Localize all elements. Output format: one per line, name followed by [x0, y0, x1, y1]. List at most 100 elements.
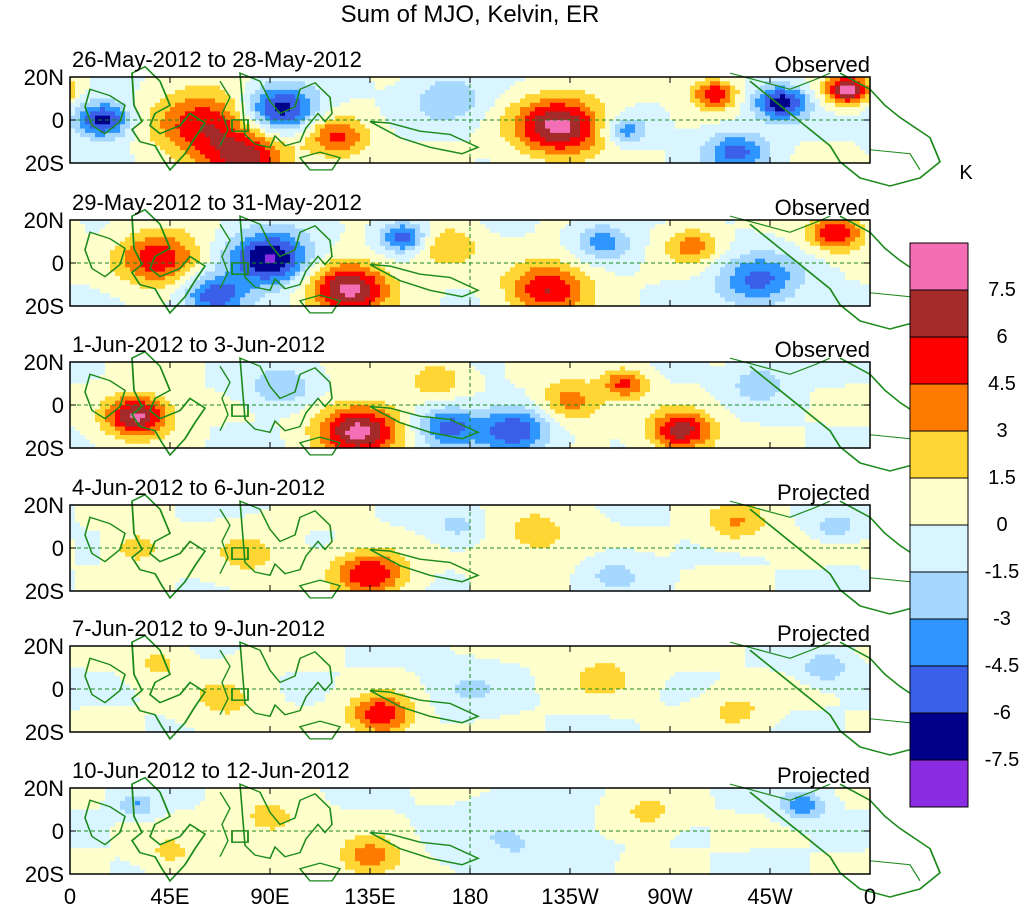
heat-cell — [80, 145, 86, 151]
heat-cell — [700, 102, 706, 108]
heat-cell — [245, 111, 251, 117]
heat-cell — [405, 111, 411, 117]
heat-cell — [740, 128, 746, 134]
heat-cell — [505, 77, 511, 82]
heat-cell — [405, 128, 411, 134]
heat-cell — [735, 220, 741, 225]
heat-cell — [470, 94, 476, 100]
heat-cell — [245, 220, 251, 225]
heat-cell — [455, 250, 461, 255]
heat-cell — [560, 237, 566, 243]
heat-cell — [405, 102, 411, 108]
heat-cell — [515, 89, 521, 95]
heat-cell — [605, 128, 611, 134]
heat-cell — [625, 250, 631, 255]
heat-cell — [475, 154, 481, 160]
heat-cell — [155, 224, 161, 230]
heat-cell — [550, 128, 556, 134]
heat-cell — [530, 124, 536, 130]
heat-cell — [430, 258, 436, 264]
heat-cell — [295, 107, 301, 112]
heat-cell — [600, 132, 606, 138]
heat-cell — [175, 85, 181, 91]
heat-cell — [460, 263, 466, 268]
heat-cell — [340, 150, 346, 155]
heat-cell — [715, 263, 721, 268]
heat-cell — [170, 128, 176, 134]
heat-cell — [635, 254, 641, 260]
heat-cell — [395, 250, 401, 255]
heat-cell — [765, 250, 771, 255]
heat-cell — [650, 232, 656, 238]
heat-cell — [185, 141, 191, 147]
heat-cell — [540, 237, 546, 243]
heat-cell — [615, 154, 621, 160]
heat-cell — [355, 98, 361, 104]
heat-cell — [740, 132, 746, 138]
heat-cell — [555, 102, 561, 108]
heat-cell — [325, 241, 331, 247]
heat-cell — [475, 81, 481, 87]
heat-cell — [420, 81, 426, 87]
heat-cell — [570, 111, 576, 117]
heat-cell — [210, 232, 216, 238]
heat-cell — [820, 111, 826, 117]
heat-cell — [85, 77, 91, 82]
heat-cell — [570, 98, 576, 104]
heat-cell — [655, 250, 661, 255]
heat-cell — [620, 107, 626, 112]
heat-cell — [840, 85, 846, 91]
heat-cell — [335, 224, 341, 230]
heat-cell — [660, 89, 666, 95]
heat-cell — [120, 115, 126, 121]
heat-cell — [675, 120, 681, 125]
heat-cell — [220, 150, 226, 155]
heat-cell — [380, 85, 386, 91]
heat-cell — [330, 77, 336, 82]
heat-cell — [770, 137, 776, 143]
heat-cell — [605, 220, 611, 225]
heat-cell — [195, 102, 201, 108]
heat-cell — [75, 220, 81, 225]
heat-cell — [770, 107, 776, 112]
heat-cell — [345, 245, 351, 251]
heat-cell — [705, 232, 711, 238]
heat-cell — [450, 224, 456, 230]
heat-cell — [630, 232, 636, 238]
heat-cell — [520, 258, 526, 264]
heat-cell — [110, 254, 116, 260]
heat-cell — [730, 158, 736, 164]
heat-cell — [375, 241, 381, 247]
heat-cell — [485, 232, 491, 238]
heat-cell — [445, 85, 451, 91]
heat-cell — [710, 241, 716, 247]
heat-cell — [120, 232, 126, 238]
heat-cell — [420, 141, 426, 147]
heat-cell — [550, 254, 556, 260]
heat-cell — [430, 102, 436, 108]
heat-cell — [315, 224, 321, 230]
heat-cell — [425, 258, 431, 264]
heat-cell — [215, 115, 221, 121]
heat-cell — [850, 107, 856, 112]
heat-cell — [705, 258, 711, 264]
heat-cell — [640, 232, 646, 238]
heat-cell — [575, 85, 581, 91]
heat-cell — [610, 128, 616, 134]
heat-cell — [125, 98, 131, 104]
heat-cell — [465, 132, 471, 138]
heat-cell — [525, 115, 531, 121]
heat-cell — [815, 263, 821, 268]
heat-cell — [415, 124, 421, 130]
heat-cell — [745, 89, 751, 95]
heat-cell — [375, 77, 381, 82]
heat-cell — [260, 102, 266, 108]
heat-cell — [75, 158, 81, 164]
heat-cell — [95, 98, 101, 104]
heat-cell — [575, 111, 581, 117]
heat-cell — [190, 158, 196, 164]
heat-cell — [215, 254, 221, 260]
heat-cell — [570, 132, 576, 138]
heat-cell — [180, 77, 186, 82]
heat-cell — [805, 115, 811, 121]
